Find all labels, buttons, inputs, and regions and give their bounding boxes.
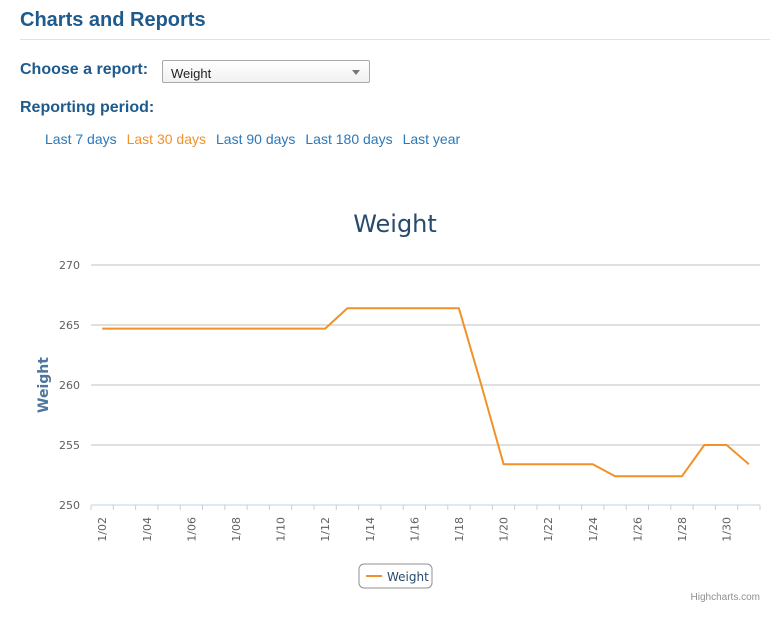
report-select[interactable]: Weight <box>162 60 370 83</box>
period-link-30-days[interactable]: Last 30 days <box>126 131 206 147</box>
x-tick-label: 1/26 <box>631 517 644 542</box>
x-tick-label: 1/24 <box>587 517 600 542</box>
x-tick-label: 1/06 <box>185 517 198 542</box>
x-tick-label: 1/02 <box>96 517 109 542</box>
y-tick-label: 270 <box>59 259 80 272</box>
x-axis: 1/02 1/04 1/06 1/08 1/10 1/12 1/14 1/16 1/18 1/20… <box>90 504 761 542</box>
x-tick-label: 1/30 <box>721 517 734 542</box>
chevron-down-icon <box>352 70 360 75</box>
y-axis-title: Weight <box>36 357 52 413</box>
x-tick-label: 1/18 <box>453 517 466 542</box>
period-link-7-days[interactable]: Last 7 days <box>45 131 117 147</box>
report-label: Choose a report: <box>20 61 149 78</box>
y-tick-label: 255 <box>59 439 80 452</box>
period-link-180-days[interactable]: Last 180 days <box>305 131 393 147</box>
x-tick-label: 1/08 <box>230 517 243 542</box>
page-title: Charts and Reports <box>20 9 206 31</box>
period-label: Reporting period: <box>20 99 155 116</box>
y-tick-label: 260 <box>59 379 80 392</box>
report-select-value: Weight <box>171 66 212 81</box>
period-link-90-days[interactable]: Last 90 days <box>216 131 296 147</box>
chart-series <box>102 307 750 478</box>
legend-item-weight: Weight <box>387 570 429 584</box>
period-links: Last 7 days Last 30 days Last 90 days Last … <box>45 131 470 147</box>
chart-title: Weight <box>353 210 437 238</box>
y-tick-label: 250 <box>59 499 80 512</box>
period-link-last-year[interactable]: Last year <box>402 131 461 147</box>
chart-grid <box>91 264 760 506</box>
chart-credit[interactable]: Highcharts.com <box>690 592 760 603</box>
y-axis-ticks: 250 255 260 265 270 <box>59 259 80 512</box>
x-tick-label: 1/16 <box>408 517 421 542</box>
x-tick-label: 1/20 <box>498 517 511 542</box>
x-tick-label: 1/10 <box>275 517 288 542</box>
series-line-weight[interactable] <box>102 307 750 478</box>
chart-legend[interactable]: Weight <box>358 563 433 589</box>
x-tick-label: 1/28 <box>676 517 689 542</box>
x-tick-label: 1/12 <box>319 517 332 542</box>
y-tick-label: 265 <box>59 319 80 332</box>
x-tick-label: 1/22 <box>542 517 555 542</box>
x-tick-label: 1/04 <box>141 517 154 542</box>
title-divider <box>20 39 770 40</box>
x-tick-label: 1/14 <box>364 517 377 542</box>
